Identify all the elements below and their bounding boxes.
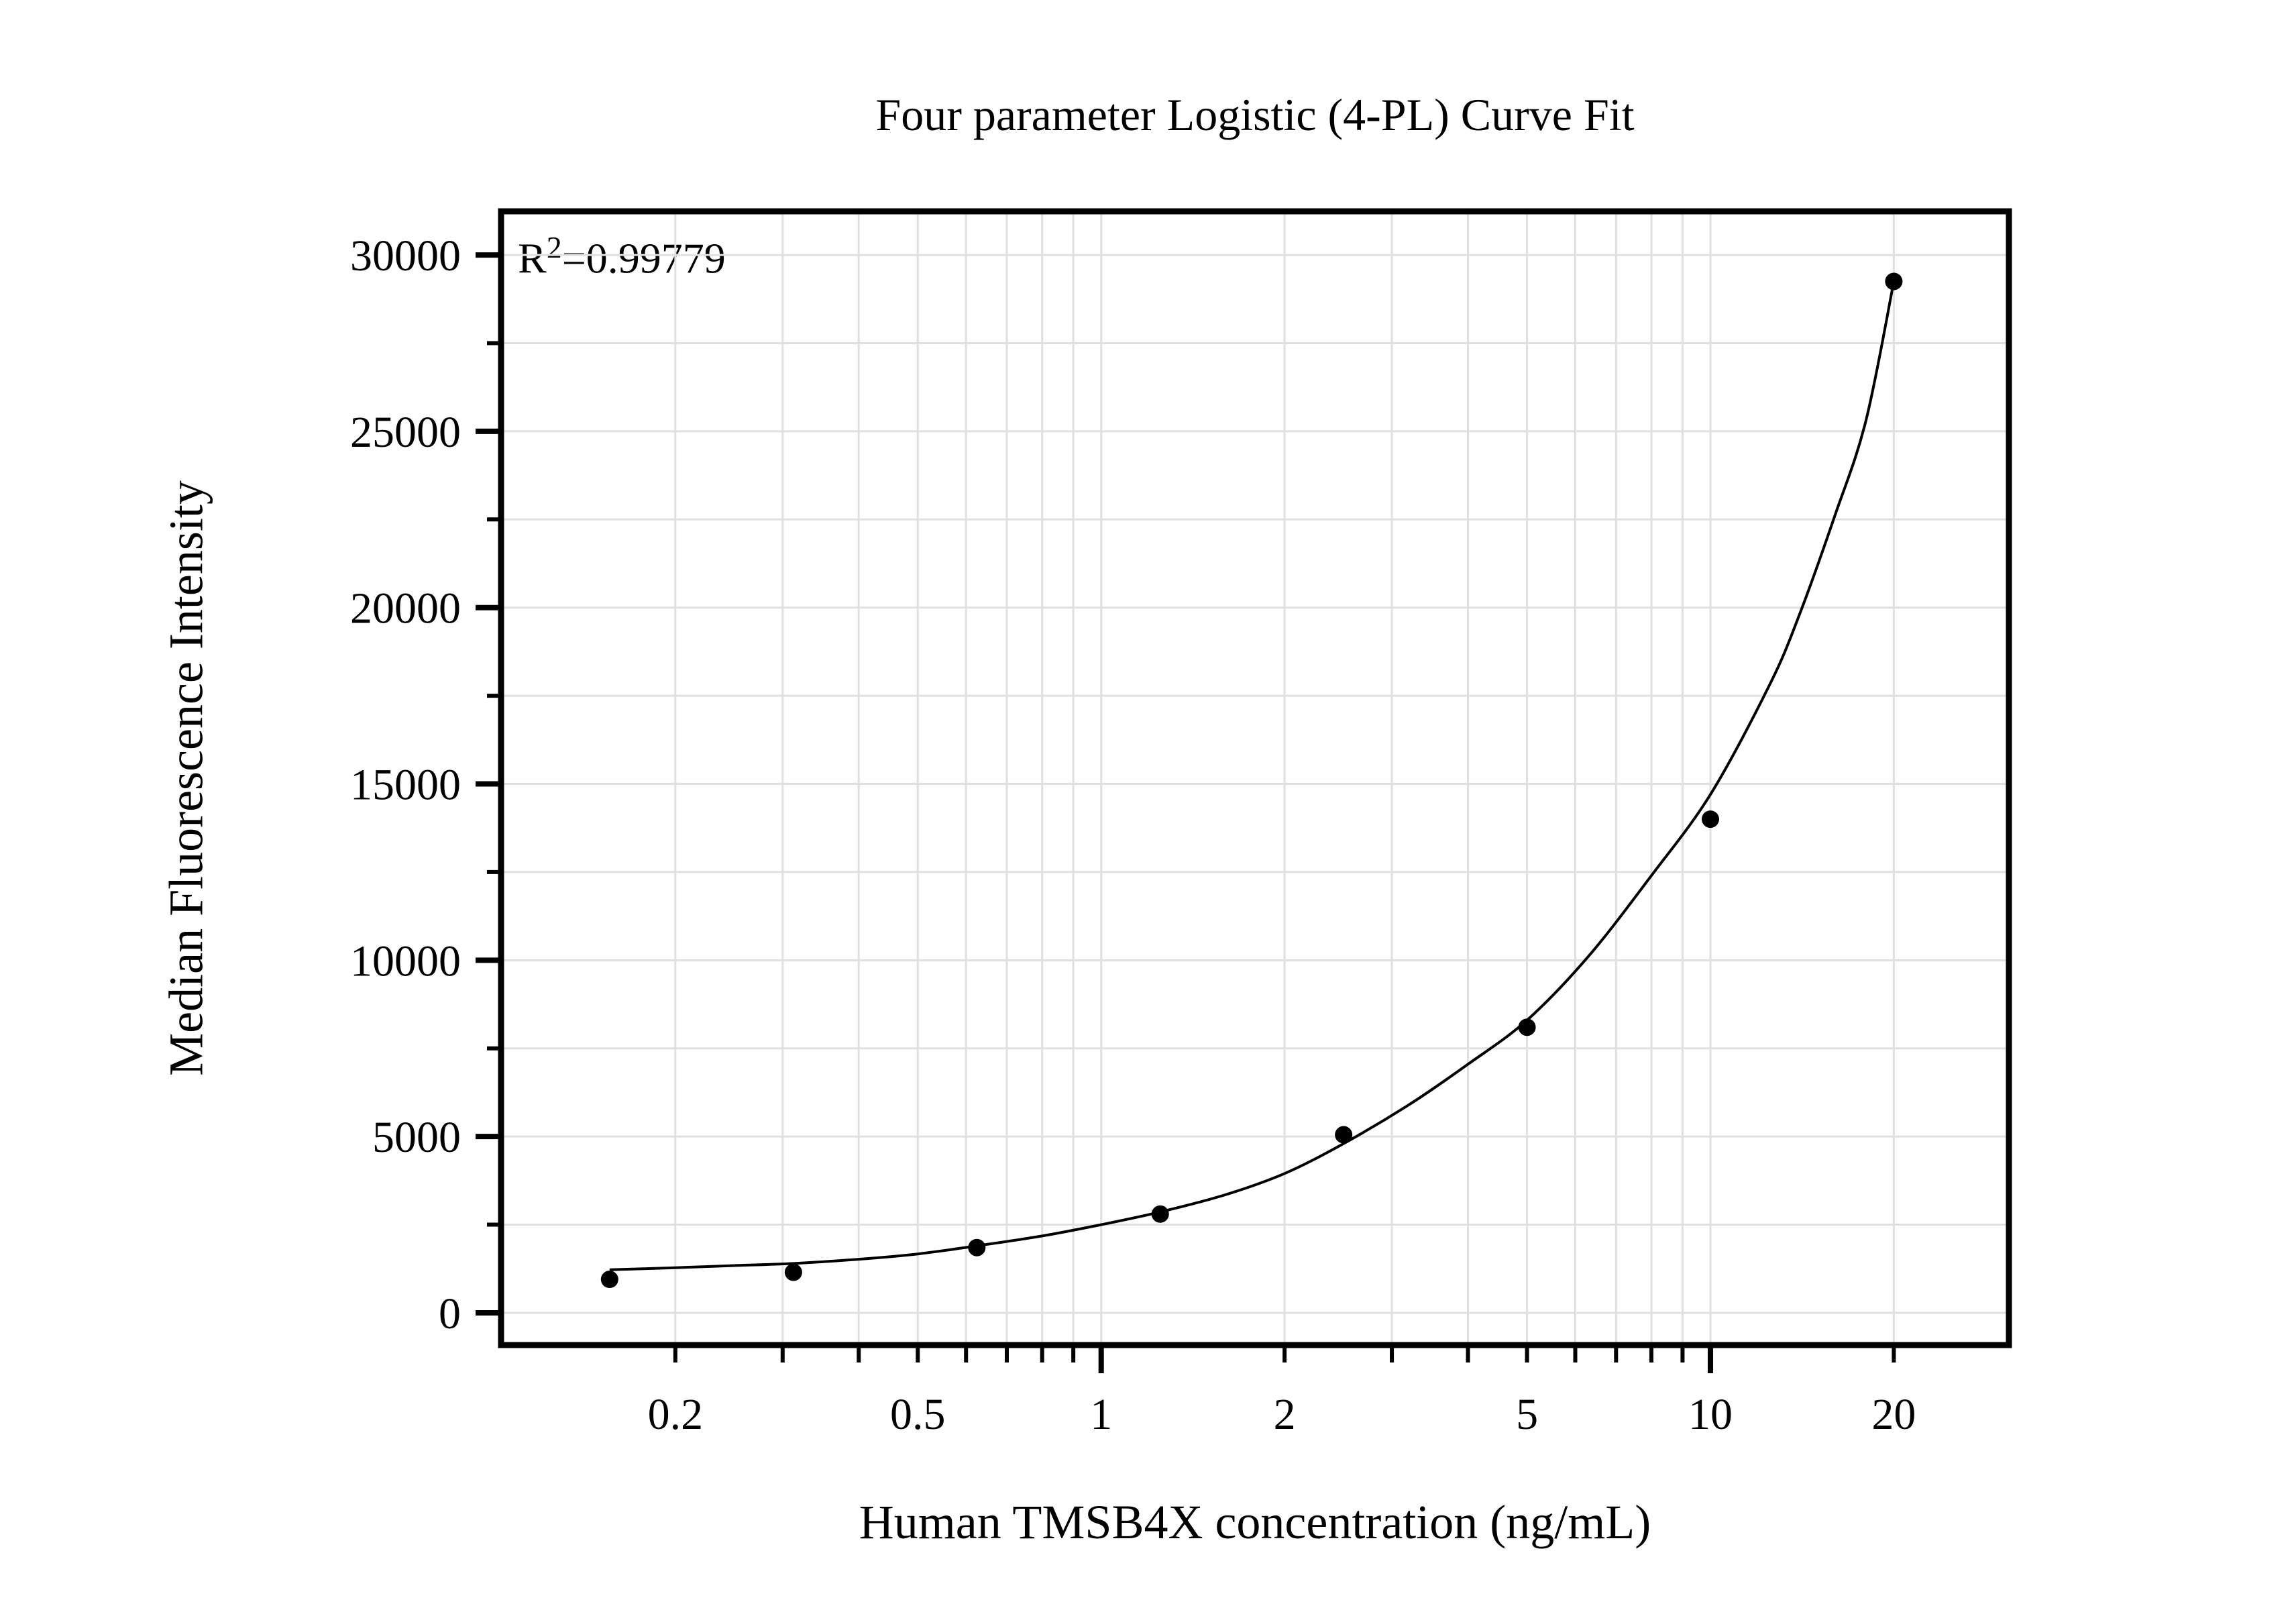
- x-tick-label: 2: [1274, 1390, 1296, 1439]
- chart-title: Four parameter Logistic (4-PL) Curve Fit: [875, 89, 1635, 140]
- y-tick-label: 10000: [350, 937, 461, 985]
- fit-curve: [609, 281, 1896, 1271]
- data-point: [1701, 810, 1719, 828]
- y-tick-label: 15000: [350, 761, 461, 810]
- x-axis-title: Human TMSB4X concentration (ng/mL): [859, 1495, 1651, 1549]
- x-tick-label: 20: [1871, 1390, 1916, 1439]
- x-tick-label: 10: [1688, 1390, 1733, 1439]
- x-tick-label: 5: [1516, 1390, 1538, 1439]
- x-tick-label: 0.2: [648, 1390, 704, 1439]
- x-tick-label: 1: [1090, 1390, 1112, 1439]
- y-tick-label: 30000: [350, 231, 461, 280]
- data-point: [1151, 1205, 1169, 1223]
- data-point: [968, 1238, 986, 1257]
- y-tick-label: 25000: [350, 408, 461, 457]
- y-tick-label: 5000: [372, 1113, 461, 1162]
- data-point: [784, 1263, 802, 1281]
- data-point: [600, 1271, 618, 1289]
- r-squared-value: =0.99779: [561, 234, 726, 282]
- x-tick-label: 0.5: [890, 1390, 946, 1439]
- r-squared-base: R: [518, 234, 547, 282]
- data-point: [1335, 1126, 1353, 1144]
- plot-frame: [498, 208, 2012, 1348]
- r-squared-annotation: R2=0.99779: [518, 229, 726, 283]
- data-point: [1518, 1018, 1536, 1036]
- y-tick-label: 0: [439, 1289, 461, 1338]
- data-point: [1885, 272, 1903, 290]
- y-tick-label: 20000: [350, 584, 461, 633]
